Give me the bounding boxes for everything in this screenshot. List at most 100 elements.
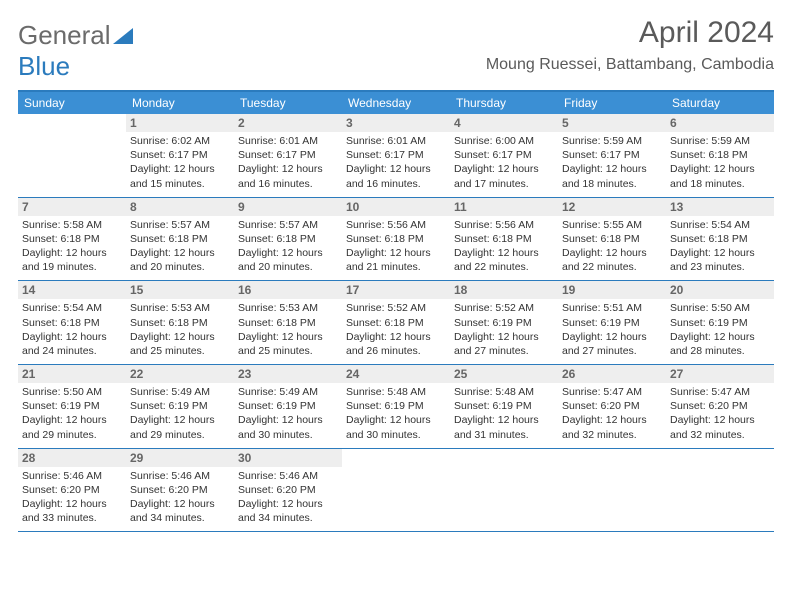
day-info: Sunrise: 6:01 AMSunset: 6:17 PMDaylight:… bbox=[238, 134, 338, 191]
day-info: Sunrise: 5:47 AMSunset: 6:20 PMDaylight:… bbox=[670, 385, 770, 442]
location-text: Moung Ruessei, Battambang, Cambodia bbox=[486, 56, 774, 74]
title-block: April 2024 Moung Ruessei, Battambang, Ca… bbox=[486, 16, 774, 74]
day-number: 5 bbox=[558, 114, 666, 132]
day-cell bbox=[450, 449, 558, 532]
day-info: Sunrise: 5:52 AMSunset: 6:19 PMDaylight:… bbox=[454, 301, 554, 358]
day-number: 19 bbox=[558, 281, 666, 299]
daylight-text: Daylight: 12 hours and 29 minutes. bbox=[22, 413, 122, 441]
daylight-text: Daylight: 12 hours and 16 minutes. bbox=[346, 162, 446, 190]
day-cell bbox=[666, 449, 774, 532]
day-cell: 2Sunrise: 6:01 AMSunset: 6:17 PMDaylight… bbox=[234, 114, 342, 197]
day-number: 4 bbox=[450, 114, 558, 132]
daylight-text: Daylight: 12 hours and 23 minutes. bbox=[670, 246, 770, 274]
day-cell: 28Sunrise: 5:46 AMSunset: 6:20 PMDayligh… bbox=[18, 449, 126, 532]
daylight-text: Daylight: 12 hours and 33 minutes. bbox=[22, 497, 122, 525]
day-info: Sunrise: 5:47 AMSunset: 6:20 PMDaylight:… bbox=[562, 385, 662, 442]
daylight-text: Daylight: 12 hours and 18 minutes. bbox=[562, 162, 662, 190]
sunset-text: Sunset: 6:18 PM bbox=[238, 316, 338, 330]
sunset-text: Sunset: 6:19 PM bbox=[130, 399, 230, 413]
day-cell: 29Sunrise: 5:46 AMSunset: 6:20 PMDayligh… bbox=[126, 449, 234, 532]
day-number: 9 bbox=[234, 198, 342, 216]
day-info: Sunrise: 5:58 AMSunset: 6:18 PMDaylight:… bbox=[22, 218, 122, 275]
day-number: 3 bbox=[342, 114, 450, 132]
daylight-text: Daylight: 12 hours and 22 minutes. bbox=[562, 246, 662, 274]
daylight-text: Daylight: 12 hours and 30 minutes. bbox=[238, 413, 338, 441]
day-cell: 17 Sunrise: 5:52 AMSunset: 6:18 PMDayligh… bbox=[342, 281, 450, 364]
day-info: Sunrise: 5:54 AMSunset: 6:18 PMDaylight:… bbox=[22, 301, 122, 358]
day-number: 17 bbox=[342, 281, 450, 299]
sunset-text: Sunset: 6:20 PM bbox=[670, 399, 770, 413]
day-number: 27 bbox=[666, 365, 774, 383]
day-number: 23 bbox=[234, 365, 342, 383]
day-cell: 25Sunrise: 5:48 AMSunset: 6:19 PMDayligh… bbox=[450, 365, 558, 448]
sunset-text: Sunset: 6:18 PM bbox=[346, 232, 446, 246]
sunset-text: Sunset: 6:19 PM bbox=[562, 316, 662, 330]
day-info: Sunrise: 5:50 AMSunset: 6:19 PMDaylight:… bbox=[670, 301, 770, 358]
day-info: Sunrise: 5:54 AMSunset: 6:18 PMDaylight:… bbox=[670, 218, 770, 275]
day-cell: 30Sunrise: 5:46 AMSunset: 6:20 PMDayligh… bbox=[234, 449, 342, 532]
calendar: Sunday Monday Tuesday Wednesday Thursday… bbox=[18, 90, 774, 532]
sunrise-text: Sunrise: 5:59 AM bbox=[670, 134, 770, 148]
sunrise-text: Sunrise: 5:57 AM bbox=[238, 218, 338, 232]
sunset-text: Sunset: 6:19 PM bbox=[238, 399, 338, 413]
sunrise-text: Sunrise: 5:55 AM bbox=[562, 218, 662, 232]
day-number: 14 bbox=[18, 281, 126, 299]
day-info: Sunrise: 5:49 AMSunset: 6:19 PMDaylight:… bbox=[130, 385, 230, 442]
sunrise-text: Sunrise: 6:01 AM bbox=[238, 134, 338, 148]
daylight-text: Daylight: 12 hours and 30 minutes. bbox=[346, 413, 446, 441]
week-row: 28Sunrise: 5:46 AMSunset: 6:20 PMDayligh… bbox=[18, 449, 774, 533]
sunset-text: Sunset: 6:18 PM bbox=[346, 316, 446, 330]
sunrise-text: Sunrise: 5:52 AM bbox=[346, 301, 446, 315]
sunset-text: Sunset: 6:17 PM bbox=[562, 148, 662, 162]
daylight-text: Daylight: 12 hours and 18 minutes. bbox=[670, 162, 770, 190]
sunset-text: Sunset: 6:18 PM bbox=[454, 232, 554, 246]
day-info: Sunrise: 5:48 AMSunset: 6:19 PMDaylight:… bbox=[346, 385, 446, 442]
day-cell: 8Sunrise: 5:57 AMSunset: 6:18 PMDaylight… bbox=[126, 198, 234, 281]
sunset-text: Sunset: 6:17 PM bbox=[130, 148, 230, 162]
sunset-text: Sunset: 6:20 PM bbox=[562, 399, 662, 413]
daylight-text: Daylight: 12 hours and 15 minutes. bbox=[130, 162, 230, 190]
sunset-text: Sunset: 6:20 PM bbox=[238, 483, 338, 497]
sunrise-text: Sunrise: 5:51 AM bbox=[562, 301, 662, 315]
logo-triangle-icon bbox=[113, 20, 133, 51]
day-cell bbox=[342, 449, 450, 532]
daylight-text: Daylight: 12 hours and 24 minutes. bbox=[22, 330, 122, 358]
sunrise-text: Sunrise: 5:47 AM bbox=[562, 385, 662, 399]
day-info: Sunrise: 5:53 AMSunset: 6:18 PMDaylight:… bbox=[238, 301, 338, 358]
day-info: Sunrise: 5:50 AMSunset: 6:19 PMDaylight:… bbox=[22, 385, 122, 442]
day-number: 11 bbox=[450, 198, 558, 216]
sunrise-text: Sunrise: 5:48 AM bbox=[454, 385, 554, 399]
weeks-container: 1Sunrise: 6:02 AMSunset: 6:17 PMDaylight… bbox=[18, 114, 774, 532]
day-number: 6 bbox=[666, 114, 774, 132]
day-number: 15 bbox=[126, 281, 234, 299]
sunset-text: Sunset: 6:18 PM bbox=[562, 232, 662, 246]
day-info: Sunrise: 5:56 AMSunset: 6:18 PMDaylight:… bbox=[454, 218, 554, 275]
daylight-text: Daylight: 12 hours and 26 minutes. bbox=[346, 330, 446, 358]
sunrise-text: Sunrise: 5:56 AM bbox=[346, 218, 446, 232]
day-info: Sunrise: 5:52 AMSunset: 6:18 PMDaylight:… bbox=[346, 301, 446, 358]
day-cell: 26 Sunrise: 5:47 AMSunset: 6:20 PMDayligh… bbox=[558, 365, 666, 448]
sunrise-text: Sunrise: 5:54 AM bbox=[670, 218, 770, 232]
day-info: Sunrise: 5:59 AMSunset: 6:17 PMDaylight:… bbox=[562, 134, 662, 191]
day-number: 26 bbox=[558, 365, 666, 383]
day-number: 8 bbox=[126, 198, 234, 216]
day-cell: 9Sunrise: 5:57 AMSunset: 6:18 PMDaylight… bbox=[234, 198, 342, 281]
sunrise-text: Sunrise: 5:50 AM bbox=[22, 385, 122, 399]
weekday-header: Friday bbox=[558, 92, 666, 114]
day-cell: 4Sunrise: 6:00 AMSunset: 6:17 PMDaylight… bbox=[450, 114, 558, 197]
day-cell: 15Sunrise: 5:53 AMSunset: 6:18 PMDayligh… bbox=[126, 281, 234, 364]
sunset-text: Sunset: 6:19 PM bbox=[670, 316, 770, 330]
sunrise-text: Sunrise: 5:50 AM bbox=[670, 301, 770, 315]
day-cell: 20Sunrise: 5:50 AMSunset: 6:19 PMDayligh… bbox=[666, 281, 774, 364]
sunset-text: Sunset: 6:18 PM bbox=[670, 232, 770, 246]
sunset-text: Sunset: 6:19 PM bbox=[454, 399, 554, 413]
sunset-text: Sunset: 6:19 PM bbox=[22, 399, 122, 413]
sunrise-text: Sunrise: 6:00 AM bbox=[454, 134, 554, 148]
weekday-header: Sunday bbox=[18, 92, 126, 114]
day-cell: 14 Sunrise: 5:54 AMSunset: 6:18 PMDayligh… bbox=[18, 281, 126, 364]
daylight-text: Daylight: 12 hours and 29 minutes. bbox=[130, 413, 230, 441]
sunset-text: Sunset: 6:18 PM bbox=[22, 232, 122, 246]
month-title: April 2024 bbox=[486, 16, 774, 50]
sunset-text: Sunset: 6:18 PM bbox=[238, 232, 338, 246]
week-row: 21Sunrise: 5:50 AMSunset: 6:19 PMDayligh… bbox=[18, 365, 774, 449]
